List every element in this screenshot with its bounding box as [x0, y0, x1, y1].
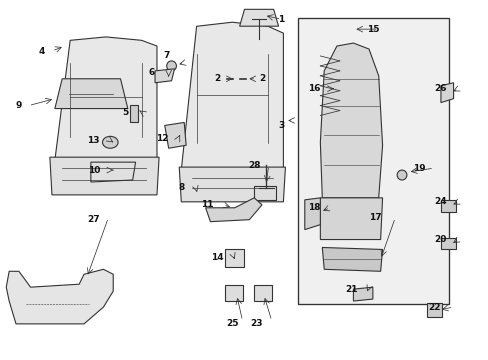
Text: 6: 6 [149, 68, 155, 77]
Text: 7: 7 [163, 51, 169, 60]
Polygon shape [50, 157, 159, 195]
Text: 17: 17 [369, 213, 381, 222]
Polygon shape [91, 162, 135, 182]
Bar [297, 18, 448, 304]
Text: 9: 9 [16, 101, 22, 110]
Polygon shape [239, 9, 278, 26]
Text: 2: 2 [214, 74, 220, 83]
Text: 22: 22 [427, 302, 440, 311]
Bar [224, 285, 242, 301]
Text: 5: 5 [122, 108, 129, 117]
Ellipse shape [102, 136, 118, 148]
Ellipse shape [396, 170, 406, 180]
Polygon shape [353, 287, 372, 301]
Text: 27: 27 [87, 215, 100, 224]
Text: 11: 11 [201, 200, 213, 209]
Polygon shape [322, 247, 382, 271]
Polygon shape [320, 198, 382, 239]
Text: 21: 21 [345, 285, 357, 294]
Text: 26: 26 [434, 84, 446, 93]
Bar [440, 200, 455, 212]
Bar [254, 285, 271, 301]
Text: 20: 20 [434, 235, 446, 244]
Text: 25: 25 [226, 319, 239, 328]
Text: 8: 8 [178, 184, 184, 193]
Text: 23: 23 [249, 319, 262, 328]
Text: 14: 14 [210, 253, 223, 262]
Text: 18: 18 [307, 203, 320, 212]
Ellipse shape [166, 61, 176, 71]
Text: 4: 4 [39, 46, 45, 55]
Polygon shape [164, 122, 186, 148]
Bar [129, 105, 137, 122]
Polygon shape [440, 83, 453, 103]
Bar [254, 186, 275, 200]
Text: 12: 12 [155, 134, 168, 143]
Text: 3: 3 [278, 121, 284, 130]
Text: 24: 24 [434, 197, 447, 206]
Polygon shape [55, 79, 127, 109]
Polygon shape [179, 167, 285, 202]
Polygon shape [6, 269, 113, 324]
Polygon shape [181, 22, 283, 170]
Text: 15: 15 [366, 25, 378, 34]
Text: 2: 2 [258, 74, 264, 83]
Text: 10: 10 [87, 166, 100, 175]
Polygon shape [155, 69, 174, 83]
Text: 16: 16 [307, 84, 320, 93]
Bar [224, 249, 244, 267]
Polygon shape [55, 37, 157, 160]
Text: 1: 1 [278, 15, 284, 24]
Text: 19: 19 [412, 163, 425, 172]
Bar [427, 303, 441, 317]
Text: 28: 28 [247, 161, 260, 170]
Text: 13: 13 [87, 136, 100, 145]
Bar [440, 238, 455, 249]
Polygon shape [304, 198, 320, 230]
Polygon shape [205, 198, 262, 222]
Polygon shape [320, 43, 382, 198]
